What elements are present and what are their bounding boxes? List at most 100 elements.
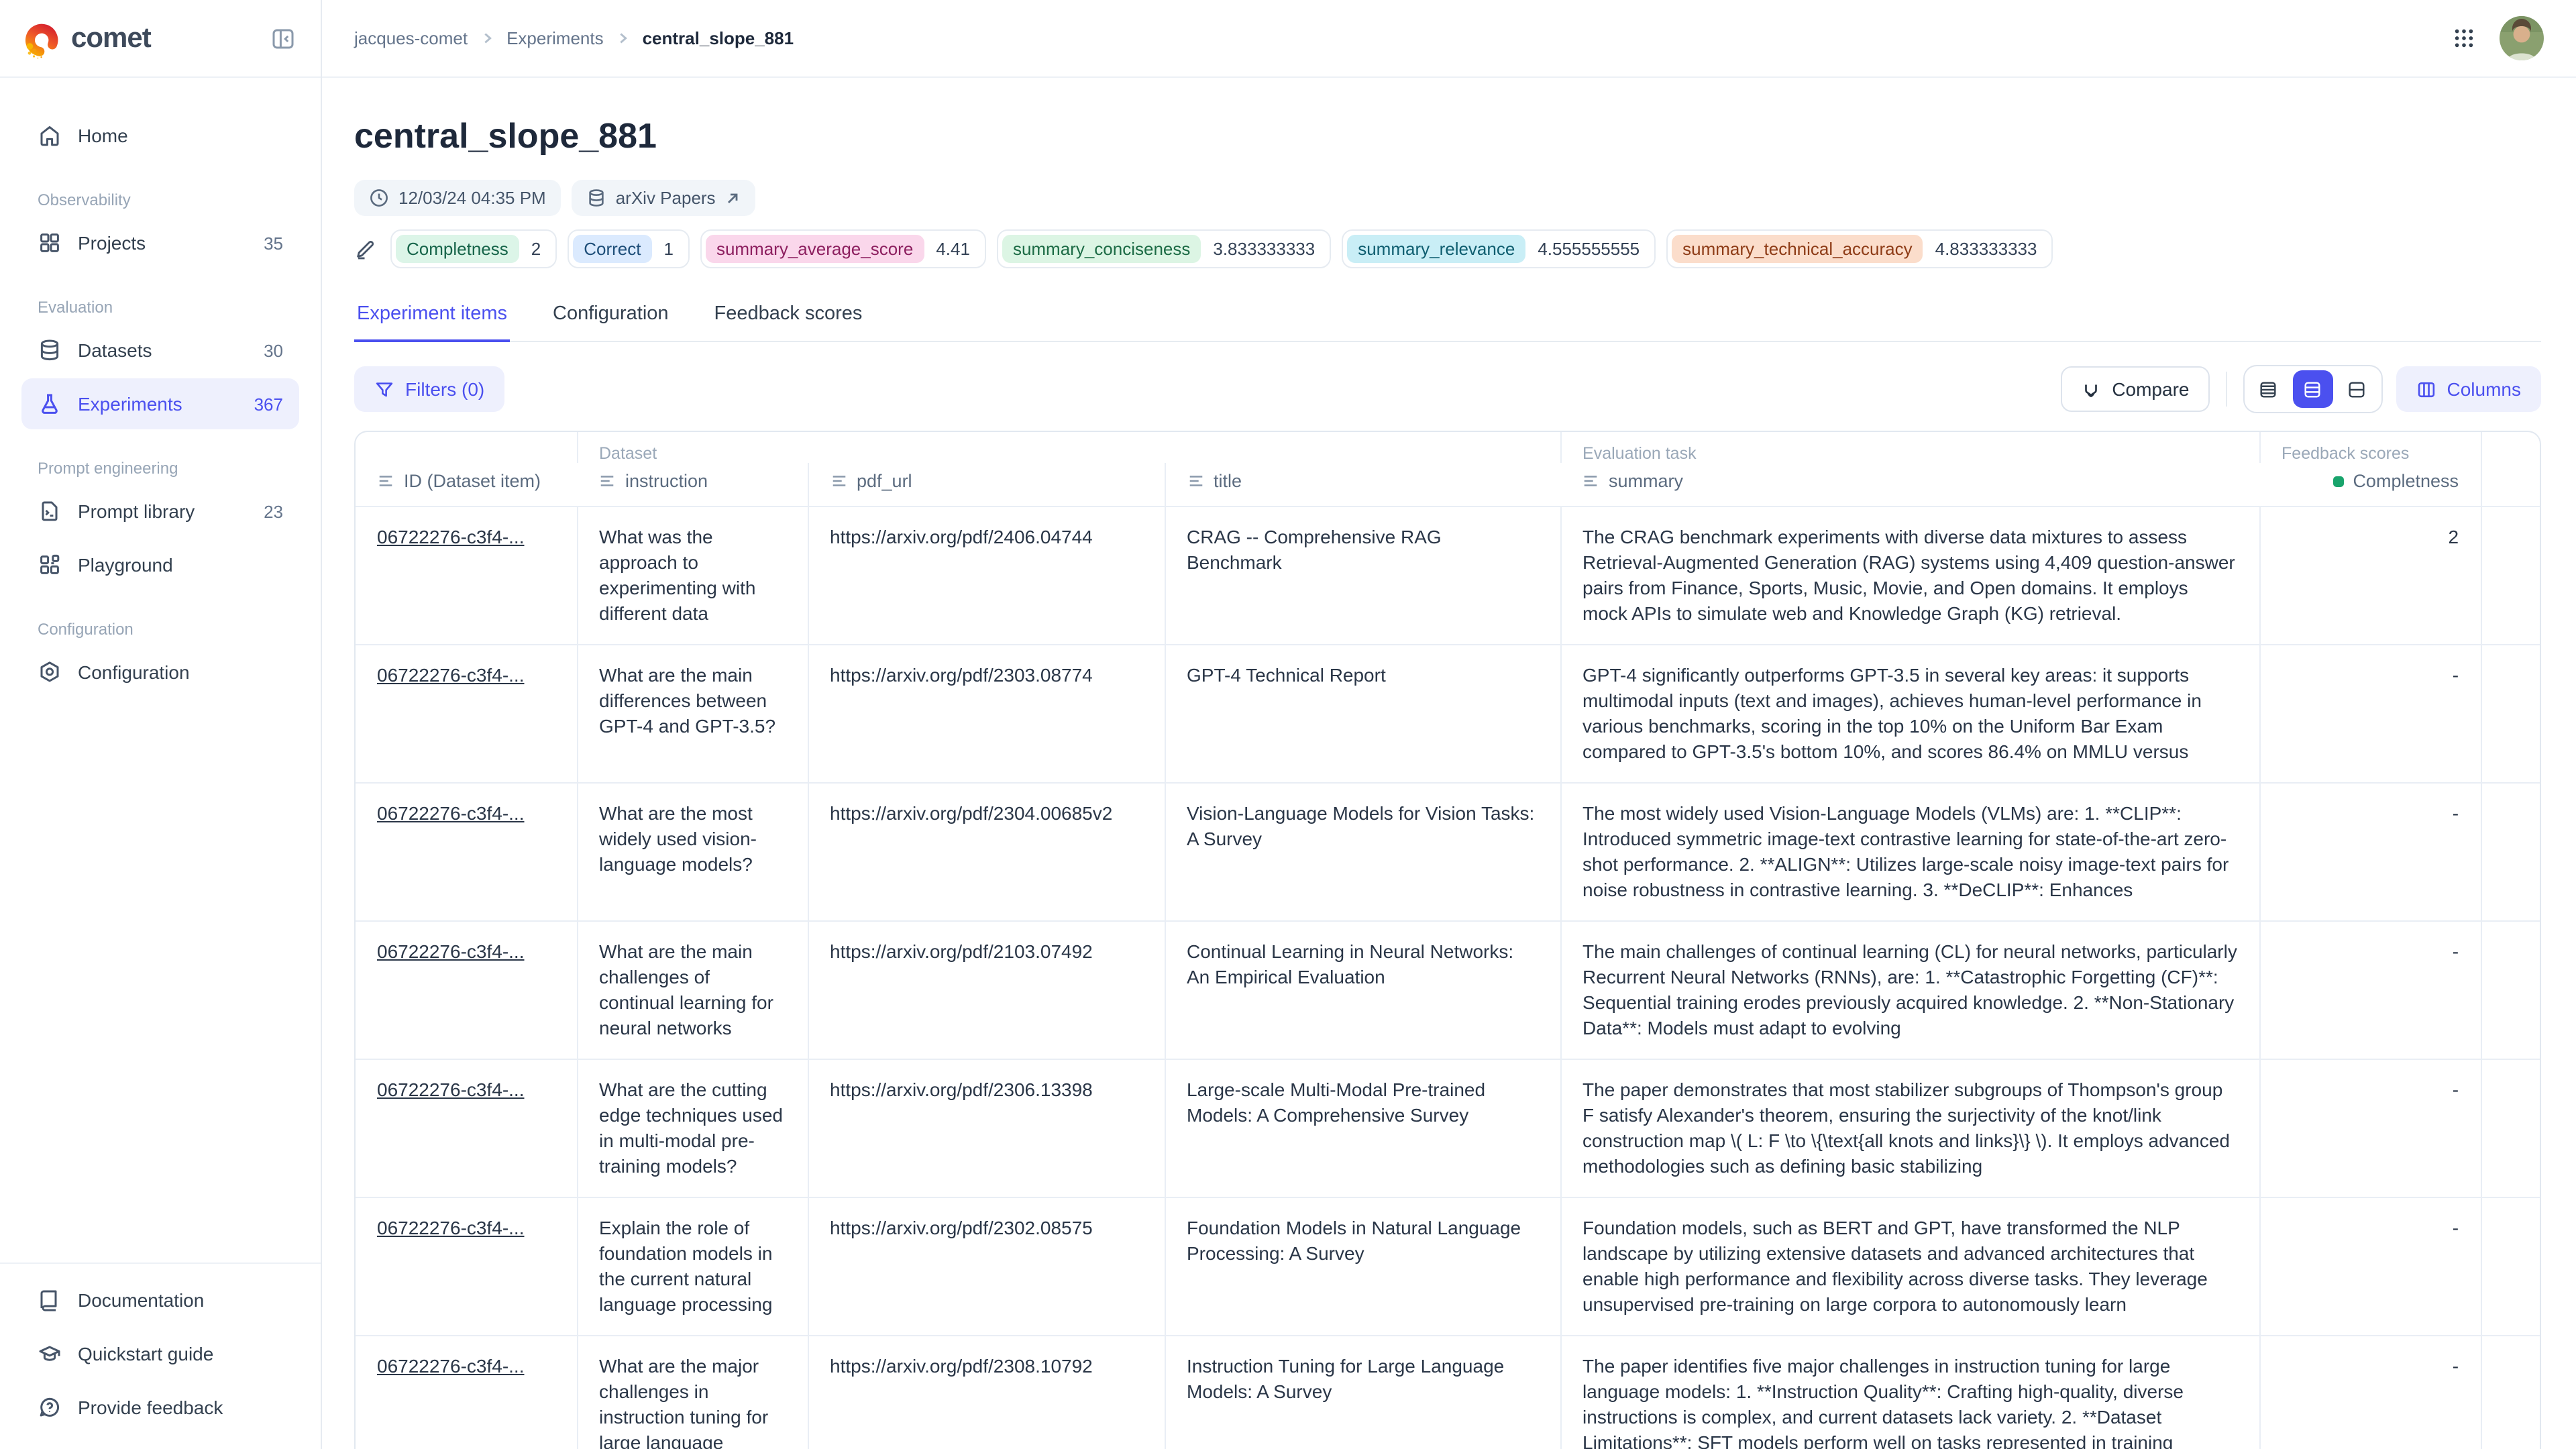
sidebar-item-quickstart[interactable]: Quickstart guide	[21, 1328, 299, 1379]
dataset-name: arXiv Papers	[615, 188, 716, 208]
pdf-url-cell: https://arxiv.org/pdf/2308.10792	[807, 1335, 1165, 1449]
sidebar-item-datasets[interactable]: Datasets 30	[21, 325, 299, 376]
sidebar-item-prompt-library[interactable]: Prompt library 23	[21, 486, 299, 537]
sidebar-item-playground[interactable]: Playground	[21, 539, 299, 590]
sidebar-item-feedback[interactable]: Provide feedback	[21, 1382, 299, 1433]
pdf-url-cell: https://arxiv.org/pdf/2406.04744	[807, 506, 1165, 645]
dataset-item-id-cell: 06722276-c3f4-...	[356, 506, 577, 645]
summary-cell: The paper demonstrates that most stabili…	[1560, 1059, 2260, 1197]
column-header-summary[interactable]: summary	[1560, 463, 2259, 506]
completeness-cell: 2	[2259, 506, 2481, 645]
instruction-cell: What are the main differences between GP…	[576, 644, 808, 783]
group-header-spacer	[2480, 432, 2540, 463]
dataset-item-link[interactable]: 06722276-c3f4-...	[377, 664, 525, 686]
sidebar-item-home[interactable]: Home	[21, 110, 299, 161]
column-header-id[interactable]: ID (Dataset item)	[356, 463, 577, 506]
sidebar-item-label: Playground	[78, 554, 173, 576]
created-at: 12/03/24 04:35 PM	[398, 188, 546, 208]
spacer-cell	[2480, 1197, 2540, 1336]
columns-label: Columns	[2447, 378, 2522, 400]
database-icon	[586, 188, 606, 208]
feedback-score-value: 4.41	[936, 239, 970, 259]
column-type-icon	[1187, 472, 1204, 490]
compare-button[interactable]: Compare	[2061, 366, 2210, 412]
dataset-item-link[interactable]: 06722276-c3f4-...	[377, 1217, 525, 1238]
sidebar-item-configuration[interactable]: Configuration	[21, 647, 299, 698]
sidebar-item-label: Configuration	[78, 661, 190, 683]
table-row[interactable]: 06722276-c3f4-... What are the most wide…	[356, 782, 2540, 921]
breadcrumb-workspace[interactable]: jacques-comet	[354, 28, 468, 48]
feedback-score-name: summary_average_score	[705, 235, 924, 263]
title-cell: GPT-4 Technical Report	[1163, 644, 1561, 783]
sidebar-item-count: 35	[264, 233, 283, 253]
apps-grid-icon[interactable]	[2453, 27, 2475, 50]
completeness-cell: -	[2259, 920, 2481, 1059]
column-header-pdf-url[interactable]: pdf_url	[807, 463, 1165, 506]
dataset-item-link[interactable]: 06722276-c3f4-...	[377, 526, 525, 547]
dataset-item-link[interactable]: 06722276-c3f4-...	[377, 802, 525, 824]
main-area: jacques-comet Experiments central_slope_…	[322, 0, 2576, 1449]
dataset-item-id-cell: 06722276-c3f4-...	[356, 1197, 577, 1336]
toolbar-divider	[2225, 372, 2227, 407]
column-header-completeness[interactable]: Completness	[2259, 463, 2481, 506]
sidebar-item-label: Experiments	[78, 393, 182, 415]
completeness-cell: -	[2259, 1059, 2481, 1197]
density-medium-button[interactable]	[2292, 370, 2333, 408]
dataset-item-link[interactable]: 06722276-c3f4-...	[377, 1079, 525, 1100]
columns-button[interactable]: Columns	[2396, 366, 2541, 412]
tab-feedback-scores[interactable]: Feedback scores	[714, 303, 863, 325]
sidebar-item-projects[interactable]: Projects 35	[21, 217, 299, 268]
feedback-score-badge: Correct 1	[568, 229, 690, 268]
column-header-instruction[interactable]: instruction	[577, 463, 808, 506]
meta-row: 12/03/24 04:35 PM arXiv Papers	[354, 180, 2541, 216]
density-large-button[interactable]	[2337, 370, 2377, 408]
created-at-pill: 12/03/24 04:35 PM	[354, 180, 561, 216]
blocks-icon	[38, 553, 62, 577]
table-row[interactable]: 06722276-c3f4-... What are the main diff…	[356, 644, 2540, 783]
dataset-item-id-cell: 06722276-c3f4-...	[356, 782, 577, 921]
dataset-link-pill[interactable]: arXiv Papers	[571, 180, 756, 216]
sidebar-item-count: 367	[254, 394, 283, 414]
tab-configuration[interactable]: Configuration	[553, 303, 669, 325]
sidebar-item-experiments[interactable]: Experiments 367	[21, 378, 299, 429]
table-row[interactable]: 06722276-c3f4-... Explain the role of fo…	[356, 1197, 2540, 1336]
feedback-score-badge: summary_technical_accuracy 4.833333333	[1666, 229, 2053, 268]
feedback-chat-icon	[38, 1395, 62, 1419]
dataset-item-link[interactable]: 06722276-c3f4-...	[377, 941, 525, 962]
sidebar-section-observability: Observability	[38, 191, 131, 209]
table-row[interactable]: 06722276-c3f4-... What are the major cha…	[356, 1335, 2540, 1449]
density-small-button[interactable]	[2249, 370, 2289, 408]
column-header-title[interactable]: title	[1163, 463, 1561, 506]
collapse-sidebar-icon[interactable]	[270, 25, 297, 52]
pdf-url-cell: https://arxiv.org/pdf/2303.08774	[807, 644, 1165, 783]
sidebar-item-label: Documentation	[78, 1289, 205, 1311]
breadcrumb-experiments[interactable]: Experiments	[506, 28, 604, 48]
table-body: 06722276-c3f4-... What was the approach …	[356, 506, 2540, 1449]
feedback-score-name: Completness	[396, 235, 519, 263]
feedback-score-name: summary_conciseness	[1002, 235, 1201, 263]
filters-button[interactable]: Filters (0)	[354, 366, 505, 412]
completeness-cell: -	[2259, 1197, 2481, 1336]
instruction-cell: What are the most widely used vision-lan…	[576, 782, 808, 921]
summary-cell: The main challenges of continual learnin…	[1560, 920, 2260, 1059]
table-row[interactable]: 06722276-c3f4-... What are the main chal…	[356, 920, 2540, 1059]
summary-cell: The most widely used Vision-Language Mod…	[1560, 782, 2260, 921]
sidebar-item-documentation[interactable]: Documentation	[21, 1275, 299, 1326]
table-row[interactable]: 06722276-c3f4-... What are the cutting e…	[356, 1059, 2540, 1197]
sidebar-item-label: Projects	[78, 232, 146, 254]
projects-grid-icon	[38, 231, 62, 255]
feedback-score-name: Correct	[573, 235, 652, 263]
edit-pencil-icon[interactable]	[354, 237, 377, 260]
column-type-icon	[598, 472, 616, 490]
sidebar-item-label: Provide feedback	[78, 1397, 223, 1418]
pdf-url-cell: https://arxiv.org/pdf/2306.13398	[807, 1059, 1165, 1197]
sidebar-section-evaluation: Evaluation	[38, 298, 113, 317]
avatar[interactable]	[2500, 16, 2544, 60]
table-row[interactable]: 06722276-c3f4-... What was the approach …	[356, 506, 2540, 645]
tab-experiment-items[interactable]: Experiment items	[354, 301, 511, 342]
dataset-item-id-cell: 06722276-c3f4-...	[356, 920, 577, 1059]
dataset-item-link[interactable]: 06722276-c3f4-...	[377, 1355, 525, 1377]
flask-icon	[38, 392, 62, 416]
feedback-score-value: 2	[531, 239, 541, 259]
comet-logo-icon	[21, 18, 62, 58]
